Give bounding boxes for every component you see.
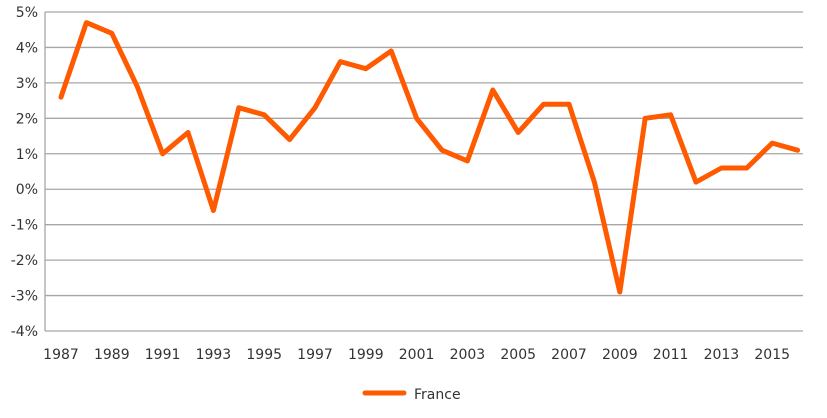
y-tick-label: -2%: [11, 253, 38, 269]
grid: [45, 12, 803, 331]
x-tick-label: 1993: [196, 347, 232, 363]
y-tick-label: 4%: [16, 40, 38, 56]
x-tick-label: 2003: [450, 347, 486, 363]
y-tick-label: -3%: [11, 289, 38, 305]
y-axis: 5% 4% 3% 2% 1% 0% -1% -2% -3% -4%: [11, 5, 38, 340]
series-line-france: [61, 23, 798, 292]
x-tick-label: 1995: [246, 347, 282, 363]
legend-label-france: France: [414, 387, 461, 403]
x-axis: 1987 1989 1991 1993 1995 1997 1999 2001 2003 2005…: [43, 347, 790, 363]
y-tick-label: 3%: [16, 76, 38, 92]
series-layer: [61, 23, 798, 293]
x-tick-label: 1989: [94, 347, 130, 363]
x-tick-label: 2009: [602, 347, 638, 363]
y-tick-label: 2%: [16, 111, 38, 127]
x-tick-label: 2015: [754, 347, 790, 363]
y-tick-label: -1%: [11, 218, 38, 234]
x-tick-label: 2011: [653, 347, 689, 363]
x-tick-label: 2005: [500, 347, 536, 363]
x-tick-label: 2007: [551, 347, 587, 363]
x-tick-label: 2001: [399, 347, 435, 363]
y-tick-label: 1%: [16, 147, 38, 163]
legend: France: [365, 387, 461, 403]
x-tick-label: 2013: [704, 347, 740, 363]
x-tick-label: 1991: [145, 347, 181, 363]
y-tick-label: 5%: [16, 5, 38, 21]
x-tick-label: 1987: [43, 347, 79, 363]
y-tick-label: 0%: [16, 182, 38, 198]
x-tick-label: 1997: [297, 347, 333, 363]
y-tick-label: -4%: [11, 324, 38, 340]
x-tick-label: 1999: [348, 347, 384, 363]
